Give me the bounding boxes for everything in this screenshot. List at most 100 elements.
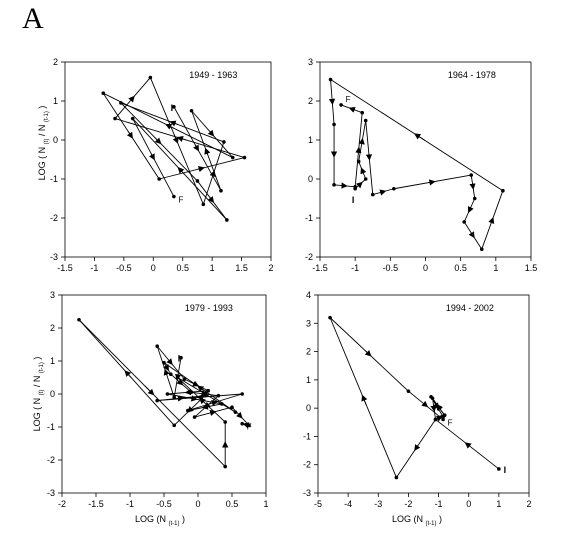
xlabel-left: LOG (N (t-1) ) (135, 514, 185, 527)
x-tick-label: -1 (90, 263, 98, 273)
y-tick-label: -1 (305, 213, 313, 223)
x-tick-label: -0.5 (116, 263, 132, 273)
trajectory-point (119, 101, 123, 105)
trajectory-point (189, 390, 193, 395)
trajectory-point (175, 375, 180, 380)
end-marker: F (346, 95, 351, 104)
trajectory-point (363, 177, 368, 181)
trajectory-point (370, 192, 375, 197)
trajectory-arrow (464, 442, 472, 449)
x-tick-label: -1 (435, 499, 443, 509)
trajectory-point (162, 360, 166, 365)
y-tick-label: -2 (47, 455, 55, 465)
trajectory-arrow (126, 131, 133, 139)
trajectory-loop-point (433, 417, 438, 422)
x-tick-label: -1.5 (57, 263, 73, 273)
trajectory-point (77, 317, 81, 322)
trajectory-point (328, 315, 332, 320)
trajectory-point (172, 194, 176, 199)
trajectory-segment (156, 346, 175, 398)
chart-panel-4: -5 -4 -3 -2 -1 0 1 2 -3 -2 -1 0 1 2 3 4 1994 - 2002 I F (303, 290, 532, 509)
panel-title: 1979 - 1993 (185, 303, 233, 313)
x-tick-label: 2 (268, 263, 273, 273)
trajectory-point (469, 173, 474, 177)
trajectory-arrow (197, 385, 205, 392)
trajectory-arrow (154, 137, 162, 145)
x-tick-label: -4 (344, 499, 352, 509)
trajectory-point (130, 116, 135, 121)
ylabel-top: LOG ( N (t) / N (t-1) ) (37, 106, 50, 181)
trajectory-arrow (169, 120, 178, 127)
trajectory-point (219, 188, 223, 193)
x-tick-label: -1.5 (312, 263, 328, 273)
trajectory-arrow (209, 170, 216, 178)
trajectory-point (222, 140, 226, 144)
trajectory-point (155, 344, 159, 348)
trajectory-arrow (149, 153, 155, 161)
ylabel-bottom: LOG ( N (t) / N (t-1) ) (32, 357, 45, 432)
trajectory-point (332, 183, 336, 187)
trajectory-arrow (197, 165, 205, 173)
y-tick-label: 4 (306, 290, 311, 300)
y-tick-label: 0 (53, 135, 58, 145)
trajectory-segment (170, 373, 192, 393)
trajectory-point (339, 103, 343, 107)
trajectory-arrow (364, 349, 372, 357)
trajectory-point (353, 185, 357, 189)
panel-title: 1949 - 1963 (189, 70, 237, 80)
x-tick-label: 0.5 (454, 263, 467, 273)
trajectory-point (356, 159, 361, 164)
trajectory-point (172, 105, 176, 109)
x-tick-label: 1.5 (525, 263, 538, 273)
x-tick-label: -5 (314, 499, 322, 509)
svg-text:LOG (N (t-1) ): LOG (N (t-1) ) (392, 514, 442, 527)
trajectory-segment (463, 198, 476, 223)
trajectory-arrow (421, 400, 429, 408)
x-tick-label: -3 (374, 499, 382, 509)
trajectory-arrow (163, 368, 170, 376)
trajectory-point (247, 423, 251, 428)
trajectory-point (220, 402, 224, 406)
trajectory-point (195, 179, 200, 183)
trajectory-point (172, 423, 176, 428)
x-tick-label: 1 (496, 499, 501, 509)
trajectory-arrow (128, 95, 135, 103)
x-tick-label: 1.5 (235, 263, 248, 273)
trajectory-point (230, 155, 235, 160)
trajectory-arrow (467, 206, 474, 214)
y-tick-label: 3 (50, 290, 55, 300)
trajectory-point (233, 410, 238, 414)
trajectory-point (201, 202, 206, 207)
y-tick-label: -2 (305, 252, 313, 262)
start-marker: I (352, 195, 355, 205)
x-tick-label: 0 (195, 499, 200, 509)
y-tick-label: 2 (50, 323, 55, 333)
trajectory-loop-point (430, 396, 435, 401)
x-tick-label: 0 (423, 263, 428, 273)
y-tick-label: -2 (50, 213, 58, 223)
trajectory-segment (102, 92, 160, 180)
trajectory-arrow (361, 394, 368, 406)
y-tick-label: 0 (306, 403, 311, 413)
y-tick-label: -2 (303, 460, 311, 470)
svg-text:LOG ( N (t) / N: LOG ( N (t) / N (t-1) ) (37, 106, 50, 181)
plot-frame (319, 61, 532, 258)
trajectory-point (240, 392, 244, 396)
y-tick-label: 2 (308, 96, 313, 106)
trajectory-point (155, 398, 159, 403)
trajectory-point (223, 420, 227, 424)
xlabel-right: LOG (N (t-1) ) (392, 514, 442, 527)
end-marker: F (448, 418, 453, 427)
trajectory-arrow (187, 406, 194, 413)
x-tick-label: -1 (351, 263, 359, 273)
x-tick-label: -2 (404, 499, 412, 509)
trajectory-arrow (207, 129, 215, 137)
trajectory-arrow (488, 216, 495, 224)
trajectory-arrow (199, 397, 206, 405)
trajectory-loop-arrow (436, 404, 443, 412)
x-tick-label: 0.5 (176, 263, 189, 273)
trajectory-point (113, 116, 117, 121)
trajectory-point (203, 393, 207, 398)
plot-frame (317, 294, 530, 494)
